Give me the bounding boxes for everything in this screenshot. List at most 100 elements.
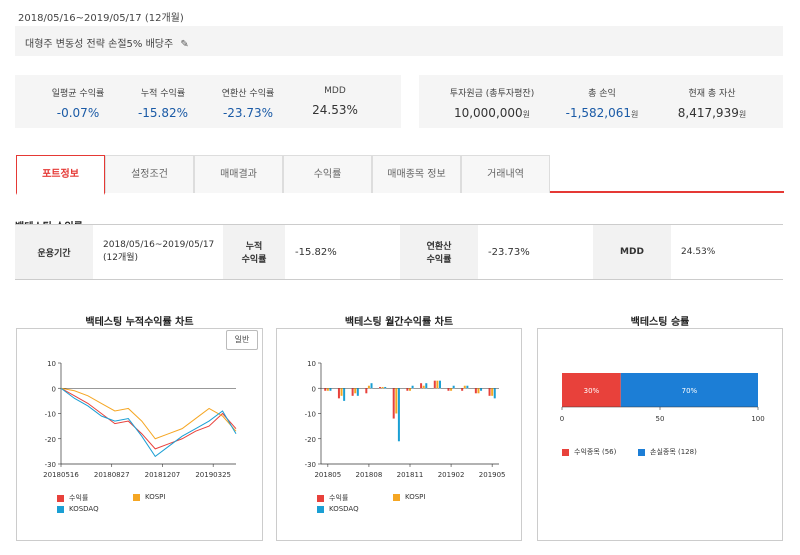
y-tick-label: -10 xyxy=(45,411,56,419)
bar-KOSPI-201904 xyxy=(477,388,480,394)
bar-KOSDAQ-201901 xyxy=(438,380,441,389)
monthly-chart-panel: 10 0 -10 -20 -30 201805 201808 201811 201902 2019… xyxy=(276,328,522,541)
x-tick-label: 201902 xyxy=(438,471,465,479)
strategy-name: 대형주 변동성 전략 손절5% 배당주 xyxy=(25,39,174,50)
stats-returns-box: 일평균 수익률 -0.07% 누적 수익률 -15.82% 연환산 수익률 -2… xyxy=(15,75,401,128)
bar-KOSDAQ-201903 xyxy=(466,385,469,389)
bar-수익률-201809 xyxy=(379,386,382,389)
edit-pencil-icon[interactable]: ✎ xyxy=(180,39,189,50)
bar-KOSPI-201807 xyxy=(354,388,357,394)
legend-item-loss: 손실종목 (128) xyxy=(638,447,697,457)
stat-mdd: MDD 24.53% xyxy=(312,86,358,117)
stat-principal: 투자원금 (총투자평잔) 10,000,000원 xyxy=(449,89,535,120)
stats-assets-box: 투자원금 (총투자평잔) 10,000,000원 총 손익 -1,582,061… xyxy=(419,75,783,128)
basic-view-button[interactable]: 일반 xyxy=(226,330,258,350)
cumulative-label: 누적 수익률 xyxy=(223,225,285,279)
bar-KOSPI-201810 xyxy=(395,388,398,414)
bar-KOSDAQ-201808 xyxy=(370,383,373,389)
legend-item-kosdaq: KOSDAQ xyxy=(57,505,99,513)
x-tick-label: 201805 xyxy=(314,471,341,479)
tab-portfolio-info[interactable]: 포트정보 xyxy=(16,155,105,195)
legend-item-return: 수익률 xyxy=(57,493,88,503)
bar-수익률-201811 xyxy=(406,388,409,391)
stat-cumulative-return: 누적 수익률 -15.82% xyxy=(137,89,189,120)
series-line-KOSDAQ xyxy=(60,387,237,458)
cumulative-chart-title: 백테스팅 누적수익률 차트 xyxy=(85,317,194,328)
mdd-value: 24.53% xyxy=(681,246,716,257)
y-tick-label: 10 xyxy=(307,360,316,368)
bar-수익률-201904 xyxy=(474,388,477,394)
y-tick-label: -10 xyxy=(305,411,316,419)
cumulative-value: -15.82% xyxy=(295,246,337,258)
bar-수익률-201812 xyxy=(420,383,423,389)
annualized-label: 연환산 수익률 xyxy=(400,225,478,279)
winrate-segment-label: 30% xyxy=(584,387,600,395)
tab-returns[interactable]: 수익률 xyxy=(283,155,372,193)
y-tick-label: 10 xyxy=(47,360,56,368)
bar-수익률-201807 xyxy=(351,388,354,396)
stat-total-pnl: 총 손익 -1,582,061원 xyxy=(565,89,639,120)
bar-수익률-201902 xyxy=(447,388,450,391)
bar-KOSPI-201901 xyxy=(436,380,439,389)
x-tick-label: 0 xyxy=(560,415,564,423)
bar-수익률-201901 xyxy=(433,380,436,389)
annualized-value: -23.73% xyxy=(488,246,530,258)
bar-KOSDAQ-201812 xyxy=(425,383,428,389)
stat-annualized-return: 연환산 수익률 -23.73% xyxy=(221,89,275,120)
x-tick-label: 201808 xyxy=(356,471,383,479)
tab-trade-history[interactable]: 거래내역 xyxy=(461,155,550,193)
winrate-bar-chart: 30% 70% 0 50 100 xyxy=(560,373,765,423)
bar-수익률-201808 xyxy=(365,388,368,394)
bar-수익률-201810 xyxy=(392,388,395,419)
winrate-segment xyxy=(620,373,758,407)
bar-KOSDAQ-201905 xyxy=(493,388,496,399)
tab-bar: 포트정보 설정조건 매매결과 수익률 매매종목 정보 거래내역 xyxy=(16,155,784,195)
y-tick-label: -20 xyxy=(45,436,56,444)
x-tick-label: 50 xyxy=(656,415,665,423)
strategy-name-bar: 대형주 변동성 전략 손절5% 배당주 ✎ xyxy=(15,26,783,56)
tab-trade-results[interactable]: 매매결과 xyxy=(194,155,283,193)
winrate-chart-panel: 30% 70% 0 50 100 수익종목 (56) 손실종목 (128) xyxy=(537,328,783,541)
bar-KOSDAQ-201810 xyxy=(397,388,400,442)
y-tick-label: 0 xyxy=(312,385,316,393)
series-line-수익률 xyxy=(60,387,237,450)
legend-item-kospi: KOSPI xyxy=(393,493,425,501)
bar-KOSPI-201903 xyxy=(463,385,466,389)
period-value: 2018/05/16~2019/05/17 (12개월) xyxy=(103,240,215,263)
bar-KOSDAQ-201806 xyxy=(343,388,346,401)
winrate-segment-label: 70% xyxy=(682,387,698,395)
bar-KOSPI-201808 xyxy=(367,385,370,389)
x-tick-label: 20180827 xyxy=(94,471,130,479)
bar-KOSDAQ-201811 xyxy=(411,385,414,389)
bar-KOSPI-201905 xyxy=(491,388,494,396)
winrate-segment xyxy=(562,373,621,407)
x-tick-label: 20181207 xyxy=(145,471,181,479)
bar-KOSDAQ-201809 xyxy=(384,386,387,389)
winrate-chart-title: 백테스팅 승률 xyxy=(630,317,690,328)
x-tick-label: 100 xyxy=(751,415,764,423)
period-label: 운용기간 xyxy=(15,225,93,279)
bar-KOSPI-201809 xyxy=(381,386,384,389)
series-line-KOSPI xyxy=(60,387,237,440)
x-tick-label: 20180516 xyxy=(43,471,79,479)
legend-item-kospi: KOSPI xyxy=(133,493,165,501)
bar-수익률-201805 xyxy=(324,388,327,391)
backtest-period: 2018/05/16~2019/05/17 (12개월) xyxy=(18,13,184,24)
legend-item-profit: 수익종목 (56) xyxy=(562,447,616,457)
bar-KOSPI-201811 xyxy=(409,388,411,391)
y-tick-label: 0 xyxy=(52,385,56,393)
bar-KOSPI-201805 xyxy=(326,388,329,391)
tab-settings[interactable]: 설정조건 xyxy=(105,155,194,193)
x-tick-label: 20190325 xyxy=(195,471,231,479)
x-tick-label: 201905 xyxy=(479,471,506,479)
bar-KOSDAQ-201805 xyxy=(329,388,332,391)
bar-수익률-201903 xyxy=(461,388,464,391)
bar-KOSDAQ-201902 xyxy=(452,385,455,389)
bar-KOSPI-201806 xyxy=(340,388,343,396)
y-tick-label: -20 xyxy=(305,436,316,444)
mdd-label: MDD xyxy=(593,225,671,279)
bar-KOSPI-201902 xyxy=(450,388,453,391)
monthly-chart-title: 백테스팅 월간수익률 차트 xyxy=(344,317,454,328)
tab-stock-info[interactable]: 매매종목 정보 xyxy=(372,155,461,193)
stat-daily-return: 일평균 수익률 -0.07% xyxy=(51,89,105,120)
